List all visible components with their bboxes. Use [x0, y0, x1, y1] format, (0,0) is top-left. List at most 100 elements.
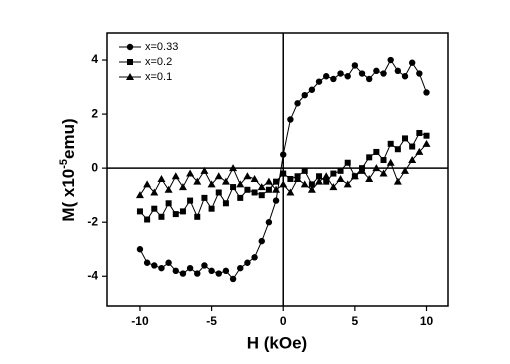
- data-point: [272, 197, 280, 204]
- data-point: [157, 174, 166, 182]
- data-point: [373, 67, 380, 75]
- y-tick-label: 4: [91, 52, 98, 66]
- data-point: [201, 262, 208, 269]
- plot-frame: [106, 32, 449, 307]
- data-point: [380, 70, 387, 77]
- data-point: [215, 189, 222, 196]
- data-point: [272, 185, 281, 193]
- data-point: [244, 259, 251, 266]
- data-point: [372, 164, 381, 172]
- data-point: [236, 180, 245, 188]
- data-point: [423, 132, 430, 139]
- data-point: [194, 270, 201, 277]
- data-point: [402, 135, 409, 142]
- data-point: [422, 139, 431, 147]
- data-point: [186, 264, 194, 272]
- data-point: [351, 62, 359, 69]
- legend-label: x=0.2: [145, 56, 172, 68]
- data-point: [179, 208, 186, 215]
- data-point: [287, 116, 294, 123]
- data-point: [365, 174, 374, 182]
- data-point: [408, 59, 416, 66]
- data-point: [172, 211, 179, 218]
- data-point: [215, 270, 222, 277]
- data-point: [179, 270, 187, 277]
- data-point: [186, 169, 195, 177]
- y-label-part: emu): [59, 118, 78, 159]
- data-point: [394, 146, 401, 153]
- data-point: [343, 180, 352, 188]
- data-point: [301, 91, 308, 99]
- data-point: [222, 267, 230, 275]
- legend-marker: [127, 59, 133, 65]
- y-axis-label: M( x10-5emu): [58, 118, 79, 221]
- data-point: [194, 213, 201, 220]
- data-point: [330, 170, 337, 177]
- y-label-exponent: -5: [58, 159, 70, 169]
- data-point: [151, 262, 158, 269]
- data-point: [258, 192, 265, 199]
- y-label-part: M( x10: [59, 169, 78, 222]
- y-tick-label: 0: [91, 160, 98, 174]
- data-point: [244, 186, 251, 193]
- data-point: [280, 151, 287, 158]
- x-axis-label: H (kOe): [247, 333, 307, 352]
- data-point: [164, 185, 173, 193]
- data-point: [416, 130, 423, 137]
- data-point: [165, 200, 172, 207]
- data-point: [158, 264, 165, 272]
- data-point: [165, 259, 172, 266]
- data-point: [280, 170, 287, 177]
- data-point: [358, 166, 367, 174]
- data-point: [365, 75, 373, 83]
- data-point: [350, 172, 359, 180]
- x-tick-label: 5: [352, 314, 359, 328]
- y-tick-label: -4: [87, 268, 98, 282]
- data-point: [379, 169, 388, 177]
- data-point: [222, 200, 229, 207]
- data-point: [315, 78, 323, 85]
- data-point: [230, 184, 237, 191]
- data-point: [401, 73, 409, 80]
- data-point: [243, 172, 252, 180]
- data-point: [408, 156, 417, 164]
- data-point: [301, 167, 308, 174]
- data-point: [135, 191, 144, 199]
- data-point: [366, 154, 373, 161]
- data-point: [207, 180, 216, 188]
- data-point: [415, 147, 424, 155]
- data-point: [307, 185, 316, 193]
- data-point: [401, 166, 410, 174]
- data-point: [208, 267, 215, 275]
- legend-marker: [126, 73, 134, 80]
- data-point: [229, 275, 237, 283]
- data-point: [323, 178, 330, 185]
- data-point: [143, 259, 151, 266]
- y-tick-label: 2: [91, 106, 98, 120]
- data-point: [221, 177, 230, 185]
- data-point: [380, 157, 387, 164]
- data-point: [158, 213, 165, 220]
- data-point: [293, 174, 302, 182]
- y-tick-label: -2: [87, 214, 98, 228]
- data-point: [251, 254, 258, 261]
- data-point: [264, 177, 273, 185]
- data-point: [250, 174, 259, 182]
- data-point: [287, 175, 294, 182]
- legend-marker: [126, 43, 134, 51]
- data-point: [387, 140, 394, 147]
- data-point: [308, 86, 316, 93]
- data-point: [214, 172, 223, 180]
- data-point: [409, 143, 416, 150]
- data-point: [187, 197, 194, 204]
- data-point: [143, 180, 152, 188]
- data-point: [394, 67, 402, 75]
- data-point: [294, 100, 301, 107]
- data-point: [300, 180, 309, 188]
- data-point: [387, 56, 394, 64]
- data-point: [308, 181, 315, 188]
- data-point: [136, 208, 143, 215]
- data-point: [393, 177, 402, 185]
- x-tick-label: -10: [131, 314, 149, 328]
- data-point: [257, 183, 266, 191]
